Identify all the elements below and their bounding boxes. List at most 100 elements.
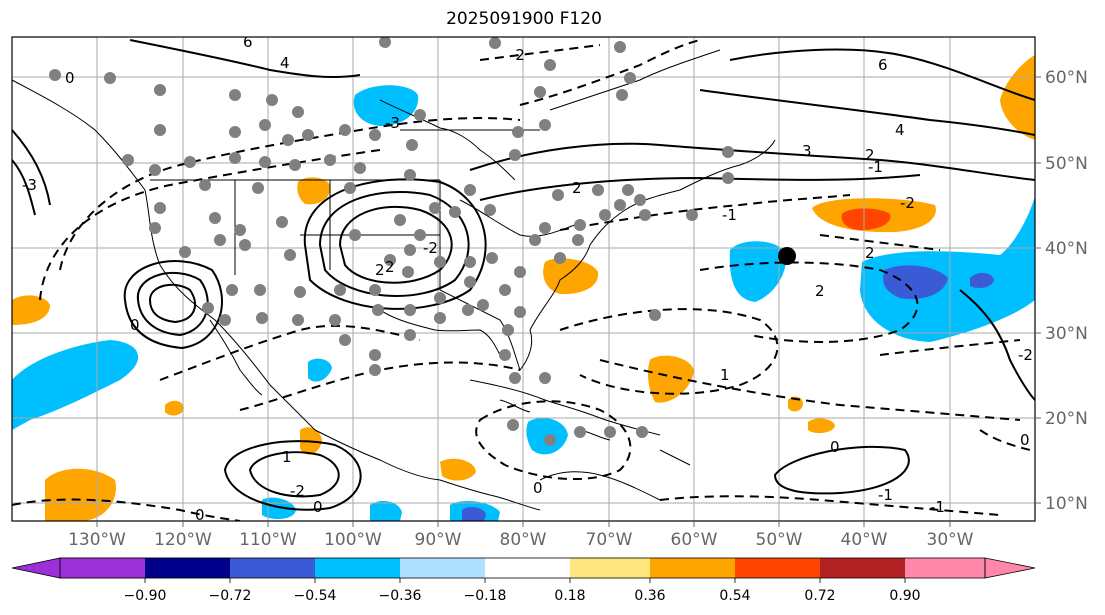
orange-shade-central-am	[440, 458, 476, 481]
contour-label: -2	[900, 194, 915, 212]
blue-shade-atlantic-east	[883, 265, 948, 300]
lat-label: 30°N	[1045, 324, 1088, 344]
contour-label: 6	[243, 33, 253, 51]
lon-label: 60°W	[671, 530, 718, 550]
contour-label: 0	[195, 506, 205, 524]
contour-label: 2	[375, 261, 385, 279]
lon-label: 130°W	[68, 530, 126, 550]
contour-label: 2	[865, 244, 875, 262]
lon-label: 110°W	[239, 530, 297, 550]
orange-shade-carib-east	[647, 355, 694, 403]
colorbar-tick-label: −0.90	[124, 588, 167, 604]
colorbar-bin	[570, 558, 650, 578]
contour-label: -1	[930, 498, 945, 516]
contour-label: 2	[865, 146, 875, 164]
contour-label: -1	[722, 206, 737, 224]
station-markers	[49, 37, 734, 446]
axis-ticks	[96, 76, 1041, 527]
contour-label: 0	[65, 69, 75, 87]
orange-shade-westcoast	[12, 295, 50, 325]
colorbar-bin	[230, 558, 315, 578]
contour-label: 1	[282, 448, 292, 466]
highlight-point	[778, 247, 796, 265]
lon-label: 40°W	[841, 530, 888, 550]
contour-label: 6	[878, 56, 888, 74]
lat-label: 10°N	[1045, 494, 1088, 514]
lon-label: 30°W	[927, 530, 974, 550]
cyan-shade-small-gulf	[308, 358, 332, 382]
colorbar-tick-label: 0.54	[719, 588, 750, 604]
lon-label: 100°W	[324, 530, 382, 550]
lat-label: 50°N	[1045, 154, 1088, 174]
contour-label: -2	[1018, 346, 1033, 364]
colorbar-tick-label: −0.18	[464, 588, 507, 604]
orange-shade-greenland	[1000, 55, 1035, 140]
cyan-shade-atlantic-mid	[729, 241, 786, 302]
colorbar-tick-label: 0.72	[804, 588, 835, 604]
lon-label: 70°W	[586, 530, 633, 550]
orange-shade-small	[165, 400, 184, 416]
colorbar-bin	[400, 558, 485, 578]
contour-label: -1	[868, 158, 883, 176]
lat-label: 40°N	[1045, 239, 1088, 259]
cyan-shade-nw-pacific	[12, 340, 139, 430]
graticule	[12, 37, 1035, 521]
colorbar-tick-label: −0.54	[294, 588, 337, 604]
contour-label: -2	[510, 46, 525, 64]
lat-label: 60°N	[1045, 68, 1088, 88]
contour-label: -1	[878, 486, 893, 504]
lat-label: 20°N	[1045, 409, 1088, 429]
contour-label: 2	[815, 282, 825, 300]
colorbar-tick-label: −0.72	[209, 588, 252, 604]
contour-label: -2	[423, 239, 438, 257]
contour-label: 0	[130, 316, 140, 334]
contour-label: 4	[280, 54, 290, 72]
colorbar-bin	[315, 558, 400, 578]
colorbar-bin	[905, 558, 985, 578]
map-title: 2025091900 F120	[446, 9, 602, 29]
dashed-contours	[12, 39, 1031, 521]
orange-shade-pacific	[45, 468, 116, 521]
colorbar-bin	[485, 558, 570, 578]
latitude-labels: 60°N 50°N 40°N 30°N 20°N 10°N	[1045, 68, 1088, 514]
longitude-labels: 130°W 120°W 110°W 100°W 90°W 80°W 70°W 6…	[68, 530, 974, 550]
colorbar-extend-high	[984, 557, 1036, 579]
colorbar-bin	[145, 558, 230, 578]
contour-label: 0	[533, 479, 543, 497]
contour-label-group: 0 2 4 6 -1 -2 -3 0 2 -2 4 6 3 2 -1 -2 2 …	[22, 33, 1033, 524]
lon-label: 90°W	[415, 530, 462, 550]
blue-shade-small	[970, 272, 994, 288]
red-shade-atlantic	[841, 208, 891, 230]
contour-label: 0	[313, 498, 323, 516]
contour-label: 4	[895, 121, 905, 139]
lon-label: 50°W	[756, 530, 803, 550]
contour-label: 2	[572, 179, 582, 197]
orange-shade-tiny-2	[808, 418, 835, 434]
colorbar-bin	[60, 558, 145, 578]
colorbar-tick-label: 0.36	[634, 588, 665, 604]
contour-label: 3	[802, 142, 812, 160]
contour-label: -3	[385, 114, 400, 132]
colorbar-tick-label: 0.90	[889, 588, 920, 604]
orange-shade-plains	[297, 177, 331, 205]
orange-shade-eastcoast	[543, 258, 599, 295]
lon-label: 120°W	[154, 530, 212, 550]
colorbar-tick-label: −0.36	[379, 588, 422, 604]
contour-label: -2	[290, 482, 305, 500]
colorbar: −0.90 −0.72 −0.54 −0.36 −0.18 0.18 0.36 …	[11, 557, 1036, 604]
colorbar-extend-low	[11, 557, 61, 579]
cyan-shade-hudson	[353, 85, 419, 126]
colorbar-bin	[650, 558, 735, 578]
colorbar-tick-label: 0.18	[554, 588, 585, 604]
contour-label: -3	[22, 176, 37, 194]
contour-label: 0	[830, 438, 840, 456]
cyan-shade-atlantic-east	[860, 195, 1035, 342]
shading-layer	[12, 55, 1035, 521]
colorbar-bin	[820, 558, 905, 578]
lon-label: 80°W	[500, 530, 547, 550]
contour-label: 0	[1020, 431, 1030, 449]
blue-shade-sa-north	[462, 506, 486, 521]
cyan-shade-pacific-mid	[370, 500, 402, 521]
contour-label: 2	[385, 258, 395, 276]
